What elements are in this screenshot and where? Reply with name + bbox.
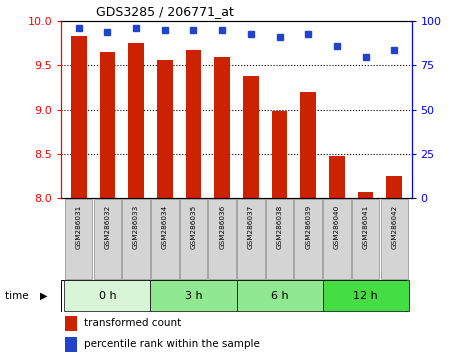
Text: 3 h: 3 h <box>184 291 202 301</box>
FancyBboxPatch shape <box>64 280 150 311</box>
Bar <box>65 316 77 331</box>
Text: ▶: ▶ <box>40 291 48 301</box>
Text: GSM286038: GSM286038 <box>277 205 282 249</box>
FancyBboxPatch shape <box>150 280 236 311</box>
Bar <box>185 51 201 198</box>
FancyBboxPatch shape <box>323 199 350 279</box>
Text: GDS3285 / 206771_at: GDS3285 / 206771_at <box>96 5 234 18</box>
Bar <box>300 92 316 198</box>
FancyBboxPatch shape <box>323 280 409 311</box>
Text: GSM286033: GSM286033 <box>133 205 139 249</box>
Text: GSM286034: GSM286034 <box>162 205 168 249</box>
Bar <box>329 156 345 198</box>
Bar <box>386 176 402 198</box>
FancyBboxPatch shape <box>209 199 236 279</box>
Text: GSM286042: GSM286042 <box>391 205 397 249</box>
Bar <box>99 52 115 198</box>
Text: time: time <box>5 291 32 301</box>
Bar <box>71 36 87 198</box>
FancyBboxPatch shape <box>151 199 178 279</box>
Text: 12 h: 12 h <box>353 291 378 301</box>
Bar <box>128 44 144 198</box>
FancyBboxPatch shape <box>123 199 150 279</box>
FancyBboxPatch shape <box>266 199 293 279</box>
Text: GSM286041: GSM286041 <box>363 205 368 249</box>
Bar <box>65 337 77 352</box>
Text: GSM286037: GSM286037 <box>248 205 254 249</box>
Bar <box>358 192 374 198</box>
Text: 0 h: 0 h <box>98 291 116 301</box>
Text: GSM286035: GSM286035 <box>191 205 196 249</box>
FancyBboxPatch shape <box>180 199 207 279</box>
Text: GSM286032: GSM286032 <box>105 205 110 249</box>
FancyBboxPatch shape <box>352 199 379 279</box>
FancyBboxPatch shape <box>295 199 322 279</box>
FancyBboxPatch shape <box>237 199 264 279</box>
Bar <box>243 76 259 198</box>
Text: GSM286039: GSM286039 <box>305 205 311 249</box>
Text: GSM286031: GSM286031 <box>76 205 82 249</box>
Text: GSM286036: GSM286036 <box>219 205 225 249</box>
Text: transformed count: transformed count <box>84 318 182 328</box>
FancyBboxPatch shape <box>236 280 323 311</box>
FancyBboxPatch shape <box>94 199 121 279</box>
FancyBboxPatch shape <box>65 199 93 279</box>
Bar <box>272 110 288 198</box>
Text: GSM286040: GSM286040 <box>334 205 340 249</box>
Text: 6 h: 6 h <box>271 291 289 301</box>
Text: percentile rank within the sample: percentile rank within the sample <box>84 339 260 349</box>
Bar <box>214 57 230 198</box>
Bar <box>157 60 173 198</box>
FancyBboxPatch shape <box>380 199 408 279</box>
